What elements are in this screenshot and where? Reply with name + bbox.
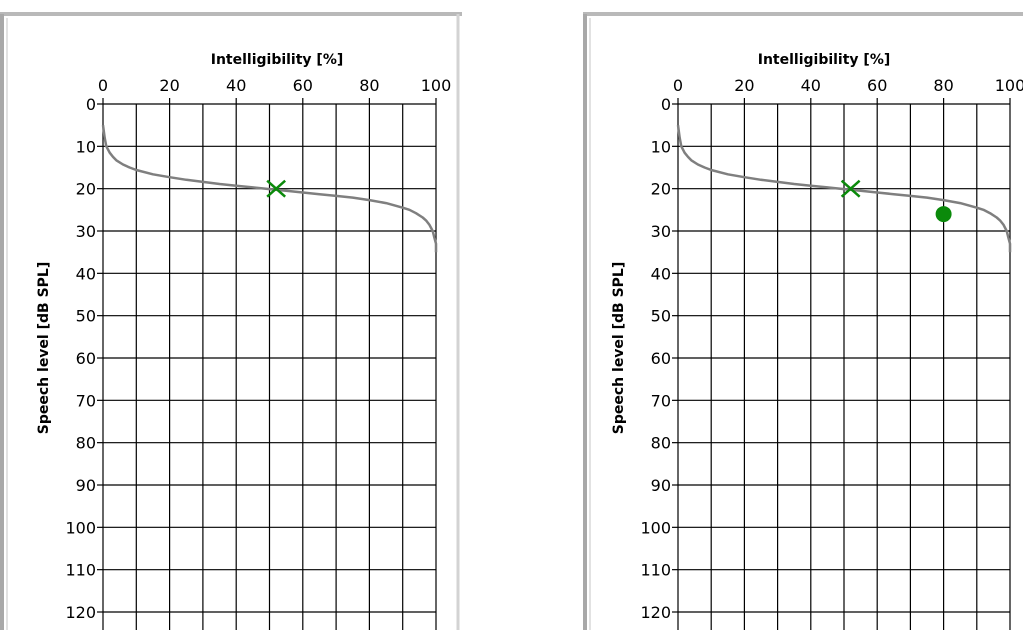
x-tick-label: 100 xyxy=(995,76,1023,95)
y-tick-label: 20 xyxy=(76,180,96,199)
y-tick-label: 50 xyxy=(76,307,96,326)
panel-background xyxy=(583,14,1023,634)
y-tick-label: 30 xyxy=(76,222,96,241)
x-tick-label: 60 xyxy=(293,76,313,95)
y-tick-label: 60 xyxy=(76,349,96,368)
y-tick-label: 120 xyxy=(65,603,96,622)
panel-background xyxy=(0,14,462,634)
y-tick-label: 0 xyxy=(661,95,671,114)
y-tick-label: 90 xyxy=(651,476,671,495)
x-tick-label: 40 xyxy=(226,76,246,95)
chart-panel-1: 0 20 40 60 80 100 0 10 20 30 40 50 60 70 80 90 100 110 120… xyxy=(0,12,462,634)
x-tick-label: 20 xyxy=(159,76,179,95)
x-axis-title: Intelligibility [%] xyxy=(211,52,344,68)
y-tick-label: 90 xyxy=(76,476,96,495)
y-tick-label: 80 xyxy=(651,434,671,453)
x-tick-label: 20 xyxy=(734,76,754,95)
marker-x xyxy=(266,179,286,198)
x-tick-label: 0 xyxy=(98,76,108,95)
y-tick-label: 10 xyxy=(651,137,671,156)
y-tick-label: 80 xyxy=(76,434,96,453)
y-tick-label: 70 xyxy=(76,391,96,410)
y-tick-label: 40 xyxy=(76,264,96,283)
y-tick-label: 40 xyxy=(651,264,671,283)
x-axis-title: Intelligibility [%] xyxy=(758,52,891,68)
marker-x-stroke xyxy=(840,179,861,198)
chart-panel-2: 0 20 40 60 80 100 0 10 20 30 40 50 60 70 80 90 100 110 120… xyxy=(583,12,1023,634)
x-tick-label: 100 xyxy=(421,76,452,95)
x-tick-label: 80 xyxy=(359,76,379,95)
y-tick-label: 60 xyxy=(651,349,671,368)
y-tick-label: 110 xyxy=(640,561,671,580)
y-axis-title: Speech level [dB SPL] xyxy=(611,262,627,434)
y-tick-label: 70 xyxy=(651,391,671,410)
y-tick-label: 0 xyxy=(86,95,96,114)
y-tick-label: 100 xyxy=(65,518,96,537)
y-axis-title: Speech level [dB SPL] xyxy=(36,262,52,434)
x-tick-label: 60 xyxy=(867,76,887,95)
marker-circle xyxy=(935,206,952,223)
marker-x xyxy=(840,179,861,198)
y-tick-label: 20 xyxy=(651,180,671,199)
x-tick-label: 80 xyxy=(933,76,953,95)
y-tick-label: 30 xyxy=(651,222,671,241)
y-tick-label: 120 xyxy=(640,603,671,622)
marker-x-stroke xyxy=(266,179,286,198)
y-tick-label: 100 xyxy=(640,518,671,537)
y-tick-label: 10 xyxy=(76,137,96,156)
x-tick-label: 0 xyxy=(673,76,683,95)
y-tick-label: 110 xyxy=(65,561,96,580)
x-tick-label: 40 xyxy=(801,76,821,95)
y-tick-label: 50 xyxy=(651,307,671,326)
